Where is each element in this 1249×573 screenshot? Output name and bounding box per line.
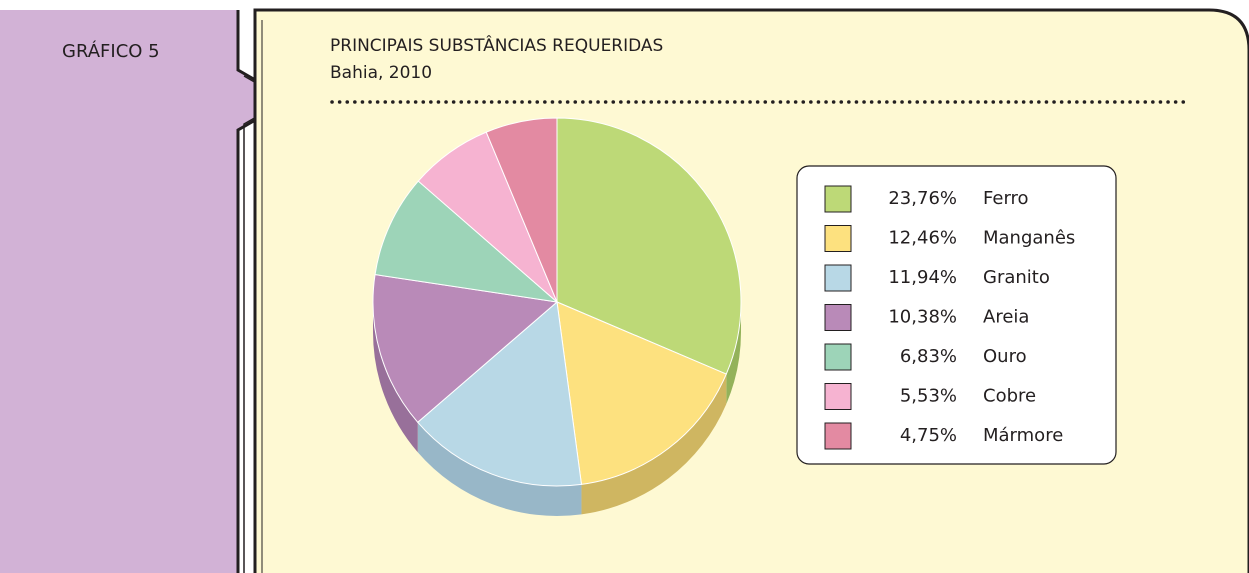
legend-swatch [824, 304, 852, 331]
pie-slice [374, 180, 559, 303]
legend-label: Ferro [983, 188, 1029, 209]
legend-label: Ouro [983, 346, 1027, 367]
legend [796, 165, 1117, 465]
pie-slice [556, 301, 727, 485]
legend-swatch [824, 225, 852, 252]
legend-value: 10,38% [888, 307, 957, 328]
legend-label: Manganês [983, 228, 1075, 249]
legend-label: Areia [983, 307, 1029, 328]
legend-swatch [824, 422, 852, 450]
legend-value: 4,75% [900, 425, 957, 446]
legend-swatch [824, 383, 852, 410]
legend-swatch [824, 343, 852, 371]
pie-slice [417, 301, 583, 487]
legend-swatch [824, 264, 852, 292]
legend-value: 5,53% [900, 386, 957, 407]
legend-label: Cobre [983, 386, 1036, 407]
legend-value: 11,94% [888, 267, 957, 288]
side-panel [0, 10, 290, 573]
legend-swatch [824, 185, 852, 213]
pie-side [417, 422, 582, 516]
legend-value: 23,76% [888, 188, 957, 209]
legend-label: Granito [983, 267, 1050, 288]
pie-slice [372, 273, 559, 423]
pie-slice [556, 117, 742, 375]
chart-subtitle: Bahia, 2010 [330, 63, 432, 83]
pie-side [726, 302, 741, 405]
pie-side [581, 374, 727, 515]
legend-value: 6,83% [900, 346, 957, 367]
pie-side [373, 302, 418, 453]
legend-value: 12,46% [888, 228, 957, 249]
chart-title: PRINCIPAIS SUBSTÂNCIAS REQUERIDAS [330, 34, 663, 56]
pie-slice [485, 117, 558, 303]
figure-label: GRÁFICO 5 [62, 40, 160, 62]
legend-label: Mármore [983, 425, 1063, 446]
